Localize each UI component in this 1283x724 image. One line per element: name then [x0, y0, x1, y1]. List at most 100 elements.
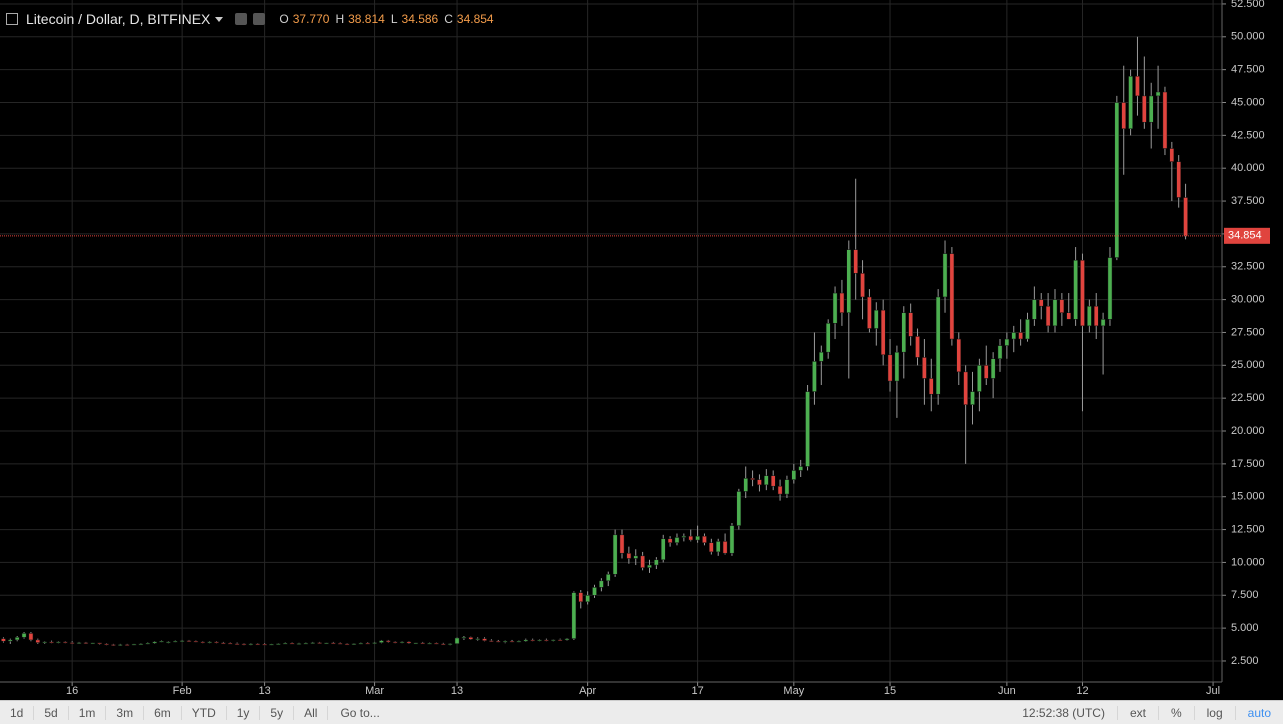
candle-body: [7, 639, 13, 642]
x-tick-label: Feb: [173, 685, 192, 697]
candle-body: [798, 466, 804, 471]
candle-body: [585, 595, 590, 603]
candle-body: [42, 641, 47, 644]
candle-body: [715, 541, 721, 553]
candle-body: [915, 336, 920, 358]
candle-body: [1176, 161, 1182, 198]
candle-body: [523, 639, 529, 642]
candle-body: [853, 249, 858, 274]
range-button[interactable]: 3m: [106, 705, 145, 720]
candle-body: [255, 643, 261, 646]
range-button[interactable]: 5d: [34, 705, 69, 720]
candle-body: [667, 538, 673, 543]
legend-key: H: [335, 12, 345, 26]
candle-body: [159, 641, 164, 643]
range-button[interactable]: 1m: [69, 705, 107, 720]
option-button[interactable]: auto: [1234, 705, 1283, 720]
candle-body: [1135, 75, 1140, 97]
candle-body: [69, 642, 75, 644]
candle-body: [1121, 102, 1127, 130]
candle-body: [282, 642, 288, 645]
candle-body: [963, 371, 968, 405]
y-tick-label: 25.000: [1231, 359, 1265, 371]
candle-body: [131, 643, 137, 646]
candle-body: [770, 475, 776, 487]
candle-body: [434, 642, 439, 645]
candle-body: [935, 296, 941, 395]
candle-body: [839, 292, 845, 313]
candle-body: [344, 643, 350, 646]
range-button[interactable]: 1d: [0, 705, 35, 720]
legend-value: 34.586: [401, 12, 439, 26]
candle-body: [832, 292, 838, 324]
candle-body: [977, 365, 982, 392]
option-button[interactable]: %: [1157, 705, 1194, 720]
settings-icon[interactable]: [235, 13, 248, 25]
candle-body: [571, 592, 577, 639]
candle-body: [365, 642, 371, 645]
candle-body: [612, 534, 618, 575]
range-button[interactable]: 6m: [144, 705, 182, 720]
candle-body: [475, 638, 480, 640]
y-tick-label: 50.000: [1231, 31, 1265, 43]
candle-body: [413, 642, 419, 645]
range-button[interactable]: 5y: [260, 705, 295, 720]
candle-body: [784, 479, 790, 495]
candle-body: [138, 643, 144, 646]
chart: 2.500 5.000 7.500 10.000 12.500 15.000 17.500 2…: [0, 0, 1270, 697]
range-button[interactable]: YTD: [182, 705, 227, 720]
candle-body: [805, 391, 810, 467]
candle-body: [331, 642, 336, 645]
candle-body: [867, 296, 872, 329]
x-tick-label: 13: [258, 685, 270, 697]
option-button[interactable]: ext: [1116, 705, 1158, 720]
candle-body: [1052, 299, 1058, 327]
symbol-menu[interactable]: [215, 16, 224, 22]
candle-body: [1045, 305, 1051, 327]
candle-body: [406, 641, 412, 644]
candle-body: [1080, 259, 1085, 327]
candle-body: [76, 642, 82, 644]
candle-body: [234, 643, 240, 645]
legend-value: 38.814: [348, 12, 385, 26]
candle-body: [654, 559, 659, 566]
x-tick-label: 17: [691, 685, 703, 697]
last-price-box: [1224, 227, 1270, 244]
candle-body: [509, 641, 515, 643]
candle-body: [1107, 257, 1113, 320]
range-button[interactable]: All: [294, 705, 329, 720]
candle-body: [1087, 305, 1092, 327]
range-button[interactable]: 1y: [227, 705, 261, 720]
legend-value: 34.854: [456, 12, 494, 26]
candle-body: [757, 479, 762, 486]
collapse-icon[interactable]: [6, 13, 18, 25]
candle-body: [28, 633, 34, 641]
candle-body: [777, 485, 783, 495]
option-buttons: ext% log auto: [1116, 705, 1283, 720]
candle-body: [970, 391, 975, 405]
candle-body: [482, 638, 487, 641]
candle-body: [626, 552, 632, 559]
candle-body: [605, 573, 611, 582]
candle-body: [241, 643, 247, 646]
y-tick-label: 20.000: [1231, 425, 1265, 437]
candle-body: [56, 641, 61, 644]
candle-body: [248, 643, 254, 646]
candle-body: [379, 640, 384, 643]
y-tick-label: 7.500: [1231, 589, 1259, 601]
y-tick-label: 15.000: [1231, 491, 1265, 503]
candle-body: [495, 641, 501, 643]
option-button[interactable]: log: [1193, 705, 1235, 720]
candle-body: [269, 643, 274, 646]
candle-body: [873, 309, 879, 329]
candle-body: [1, 638, 6, 642]
candle-body: [578, 592, 584, 603]
candle-body: [956, 338, 962, 373]
candle-body: [468, 637, 474, 640]
indicator-icon[interactable]: [253, 13, 266, 25]
candle-body: [1114, 102, 1120, 258]
candle-body: [537, 639, 542, 642]
candle-body: [152, 641, 157, 644]
goto-button[interactable]: Go to...: [340, 705, 380, 720]
candle-body: [14, 637, 20, 641]
